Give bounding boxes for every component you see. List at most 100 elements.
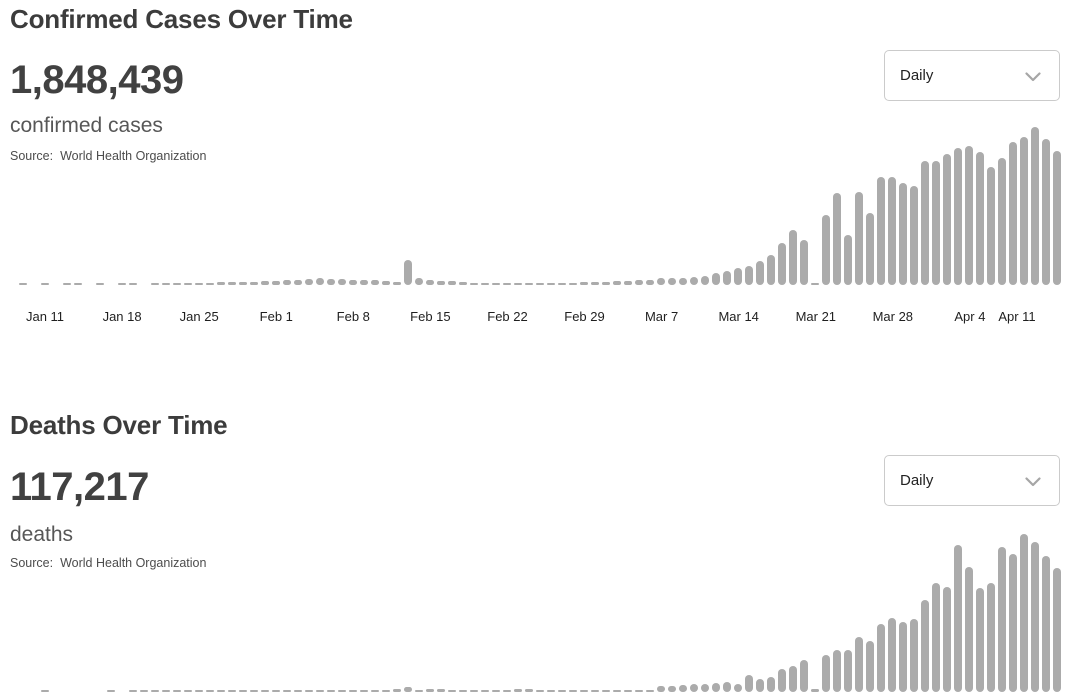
bar [382, 280, 390, 285]
bar [921, 599, 929, 692]
interval-dropdown-deaths[interactable]: Daily [884, 455, 1060, 506]
x-axis-tick: Jan 25 [179, 309, 219, 324]
bar [1031, 127, 1039, 285]
bar [437, 281, 445, 285]
bar [734, 267, 742, 285]
bar [976, 151, 984, 285]
bar [635, 690, 643, 692]
bar [492, 283, 500, 285]
bar [151, 283, 159, 285]
bar [228, 282, 236, 285]
bar [107, 690, 115, 692]
bar [184, 283, 192, 285]
bar [448, 281, 456, 285]
bar [470, 283, 478, 285]
x-axis-tick: Feb 29 [564, 309, 605, 324]
deaths-title: Deaths Over Time [10, 410, 228, 440]
bar [624, 690, 632, 692]
bar [1042, 138, 1050, 285]
bar [888, 177, 896, 285]
bar [822, 654, 830, 692]
bar [778, 243, 786, 285]
interval-dropdown-confirmed[interactable]: Daily [884, 50, 1060, 101]
bar [547, 690, 555, 692]
x-axis-tick: Mar 7 [644, 309, 679, 324]
bar [129, 283, 137, 285]
bar [690, 277, 698, 285]
bar [459, 281, 467, 285]
bar [173, 283, 181, 285]
bar [756, 260, 764, 285]
bar [371, 689, 379, 692]
bar [569, 690, 577, 692]
deaths-section: Deaths Over Time 117,217 deaths Source: W… [0, 406, 1080, 700]
confirmed-cases-section: Confirmed Cases Over Time 1,848,439 conf… [10, 4, 1061, 324]
bar [272, 690, 280, 692]
source-name: World Health Organization [60, 149, 207, 163]
bar [415, 690, 423, 692]
bar [228, 690, 236, 692]
bar [844, 235, 852, 285]
bar [338, 690, 346, 692]
bar [712, 273, 720, 285]
bar [646, 690, 654, 692]
bar [558, 690, 566, 692]
bar [327, 690, 335, 692]
bar [74, 283, 82, 285]
bar [118, 283, 126, 285]
bar [833, 650, 841, 692]
bar [1053, 568, 1061, 692]
bar [558, 282, 566, 285]
bar [129, 690, 137, 692]
bar [1009, 142, 1017, 285]
bar [844, 649, 852, 692]
bar [767, 676, 775, 692]
bar [635, 280, 643, 285]
bar [261, 690, 269, 692]
x-axis-tick: Feb 1 [259, 309, 293, 324]
bar [492, 689, 500, 692]
bar [668, 685, 676, 692]
bar [151, 690, 159, 692]
bar [833, 193, 841, 285]
bar [943, 153, 951, 285]
dropdown-value: Daily [900, 472, 934, 489]
bar [327, 278, 335, 285]
bar [613, 690, 621, 692]
bar [316, 690, 324, 692]
bar [481, 689, 489, 692]
x-axis-tick: Feb 15 [410, 309, 451, 324]
bar [63, 283, 71, 285]
x-axis-tick: Jan 18 [102, 309, 142, 324]
bar [360, 690, 368, 692]
bar [1042, 556, 1050, 692]
deaths-count: 117,217 [10, 465, 149, 509]
bar [767, 255, 775, 285]
bar [349, 690, 357, 692]
bar [745, 675, 753, 692]
bar [877, 177, 885, 285]
bar [899, 182, 907, 285]
bar [657, 278, 665, 285]
confirmed-cases-count: 1,848,439 [10, 58, 184, 102]
bar [316, 278, 324, 285]
bar [679, 685, 687, 692]
bar [459, 690, 467, 692]
bar [954, 148, 962, 285]
bar [305, 690, 313, 692]
bar [987, 583, 995, 692]
bar [800, 660, 808, 692]
bar [404, 686, 412, 692]
bar [371, 279, 379, 285]
bar [305, 279, 313, 285]
bar [470, 689, 478, 692]
bar [41, 283, 49, 285]
bar [800, 239, 808, 285]
bar [789, 230, 797, 285]
bar [965, 567, 973, 692]
bar [283, 690, 291, 692]
bar [481, 283, 489, 285]
bar [646, 280, 654, 285]
bar [536, 283, 544, 285]
x-axis-tick: Feb 22 [487, 309, 528, 324]
